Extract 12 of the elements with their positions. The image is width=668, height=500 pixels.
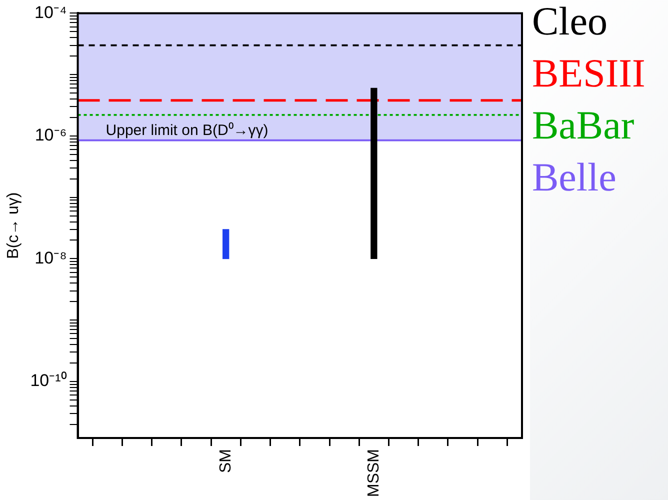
y-tick-label: 10⁻⁴ xyxy=(34,2,67,22)
band-label: Upper limit on B(D⁰→γγ) xyxy=(106,122,268,139)
ref-line-label: BESIII xyxy=(532,50,646,96)
ref-line-label: BaBar xyxy=(532,102,634,148)
y-tick-label: 10⁻⁶ xyxy=(34,126,67,145)
x-tick-label: SM xyxy=(217,449,234,473)
ref-line-label: Cleo xyxy=(532,0,608,44)
y-tick-label: 10⁻⁸ xyxy=(34,248,67,268)
ref-line-label: Belle xyxy=(532,154,616,200)
y-tick-label: 10⁻¹⁰ xyxy=(30,371,67,390)
x-tick-label: MSSM xyxy=(365,449,382,497)
y-axis-title: B(c→ uγ) xyxy=(5,192,22,259)
